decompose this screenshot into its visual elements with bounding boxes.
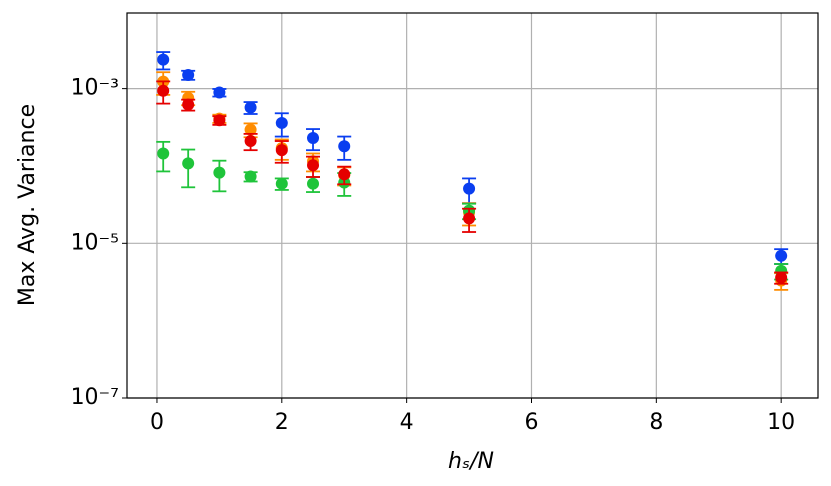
x-tick-label: 0 (150, 410, 164, 435)
point (275, 177, 288, 190)
point (307, 159, 320, 172)
point (182, 98, 195, 111)
point (775, 249, 788, 262)
x-tick-label: 4 (400, 410, 414, 435)
x-tick-label: 2 (275, 410, 289, 435)
point (182, 157, 195, 170)
point (213, 86, 226, 99)
point (463, 182, 476, 195)
point (182, 69, 195, 82)
point (307, 131, 320, 144)
y-tick-label: 10⁻⁵ (71, 230, 119, 255)
plot-frame (126, 12, 819, 399)
y-tick-label: 10⁻⁷ (71, 385, 119, 410)
y-tick-label: 10⁻³ (71, 76, 119, 101)
point (775, 271, 788, 284)
point (275, 144, 288, 157)
point (244, 123, 257, 136)
x-axis-label: hₛ/N (448, 449, 494, 474)
x-tick-label: 10 (767, 410, 795, 435)
x-tick-label: 6 (524, 410, 538, 435)
point (213, 166, 226, 179)
point (244, 170, 257, 183)
point (244, 135, 257, 148)
point (338, 168, 351, 181)
point (463, 212, 476, 225)
x-tick-label: 8 (649, 410, 663, 435)
point (157, 84, 170, 97)
point (307, 177, 320, 190)
point (213, 114, 226, 127)
y-axis-label: Max Avg. Variance (15, 104, 40, 306)
point (275, 116, 288, 129)
point (244, 101, 257, 114)
plot-area (156, 51, 789, 291)
grid (127, 13, 818, 399)
point (157, 53, 170, 66)
point (338, 140, 351, 153)
point (157, 147, 170, 160)
